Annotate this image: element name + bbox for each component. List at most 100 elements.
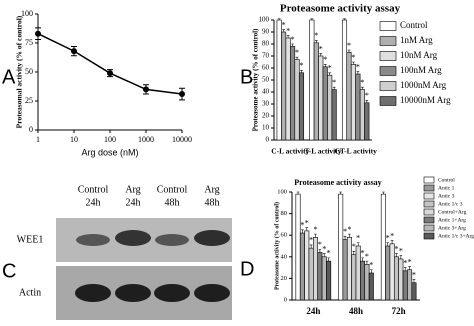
- band: [194, 230, 230, 246]
- error-bar: [277, 18, 281, 20]
- error-bar: [399, 255, 403, 259]
- significance: *: [361, 249, 365, 258]
- bar: [326, 260, 332, 301]
- bar: [368, 272, 374, 301]
- significance: *: [314, 225, 318, 234]
- error-bar: [332, 86, 336, 90]
- significance: *: [286, 26, 290, 35]
- data-point: [35, 30, 41, 37]
- legend-label: Antic 1+Arg: [438, 217, 466, 223]
- significance: *: [351, 53, 355, 62]
- bar: [299, 232, 305, 301]
- y-tick-label: 100: [21, 9, 33, 18]
- bar: [290, 46, 296, 141]
- legend-label: Antic 1/c 3+Arg: [438, 233, 474, 239]
- band: [115, 284, 151, 302]
- x-tick-label: 10: [70, 135, 78, 144]
- band: [154, 284, 190, 302]
- panel-letter: C: [2, 260, 16, 282]
- legend-swatch: [423, 176, 435, 184]
- legend-swatch: [379, 66, 397, 76]
- x-tick-label: T-L activity: [304, 147, 341, 156]
- error-bar: [403, 267, 407, 271]
- panel-letter: B: [240, 66, 253, 88]
- legend-swatch: [423, 216, 435, 224]
- significance: *: [408, 257, 412, 266]
- error-bar: [382, 191, 385, 195]
- band: [76, 234, 110, 246]
- lane-labels: Control 24h Arg 24h Control 48h Arg 48h: [78, 184, 220, 208]
- x-tick-label: 24h: [306, 306, 320, 316]
- y-tick-label: 75: [25, 38, 33, 47]
- chart-title: Proteasome activity assay: [280, 3, 401, 15]
- bar: [364, 264, 370, 301]
- significance: *: [343, 227, 347, 236]
- significance: *: [365, 91, 369, 100]
- data-point: [107, 70, 113, 77]
- data-point: [71, 48, 77, 55]
- error-bar: [314, 40, 318, 43]
- significance: *: [305, 218, 309, 227]
- error-bar: [361, 257, 364, 262]
- error-bar: [339, 191, 343, 195]
- y-axis-label: Proteasome activity (% of control): [252, 28, 260, 131]
- bar: [281, 31, 287, 141]
- bar: [393, 256, 399, 301]
- significance: *: [318, 240, 322, 249]
- x-tick-label: CT-L activity: [334, 147, 377, 156]
- y-tick-label: 50: [262, 76, 270, 84]
- error-bar: [352, 251, 356, 255]
- legend-swatch: [379, 81, 397, 91]
- row-label: WEE1: [17, 234, 44, 245]
- bar: [385, 245, 391, 301]
- bar: [298, 72, 305, 141]
- legend-label: 100nM Arg: [400, 65, 442, 75]
- significance: *: [328, 64, 332, 73]
- bar: [338, 193, 344, 301]
- lane-time: 48h: [205, 197, 220, 208]
- bar: [295, 193, 301, 301]
- error-bar: [361, 86, 364, 90]
- legend-swatch: [379, 96, 397, 106]
- bar: [318, 55, 324, 141]
- band: [194, 284, 230, 302]
- error-bar: [327, 257, 330, 262]
- error-bar: [328, 72, 332, 76]
- error-bar: [305, 227, 309, 231]
- bar: [308, 247, 314, 301]
- y-tick-label: 60: [281, 232, 288, 239]
- significance: *: [365, 252, 369, 261]
- error-bar: [318, 248, 322, 253]
- error-bar: [347, 49, 351, 53]
- bar: [322, 66, 328, 141]
- significance: *: [386, 234, 390, 243]
- y-tick-label: 0: [266, 136, 270, 144]
- bar: [380, 193, 386, 301]
- y-tick-label: 100: [277, 188, 287, 195]
- legend-swatch: [423, 184, 435, 192]
- error-bar: [291, 43, 294, 47]
- significance: *: [390, 231, 394, 240]
- legend-label: Control+Arg: [438, 209, 467, 215]
- bar: [321, 256, 327, 301]
- legend-label: 10000nM Arg: [400, 95, 451, 105]
- significance: *: [412, 270, 416, 279]
- legend-swatch: [423, 224, 435, 232]
- error-bar: [296, 191, 300, 195]
- bar: [342, 239, 348, 301]
- significance: *: [356, 62, 360, 71]
- error-bar: [343, 235, 347, 240]
- legend-swatch: [379, 21, 397, 31]
- y-tick-label: 20: [262, 112, 270, 120]
- significance: *: [309, 236, 313, 245]
- significance: *: [323, 55, 327, 64]
- significance: *: [319, 44, 323, 53]
- error-bar: [309, 244, 313, 249]
- significance: *: [403, 258, 407, 267]
- lane-treatment: Control: [157, 184, 188, 195]
- significance: *: [295, 48, 299, 57]
- significance: *: [394, 244, 398, 253]
- y-tick-label: 0: [29, 125, 33, 134]
- significance: *: [327, 249, 331, 258]
